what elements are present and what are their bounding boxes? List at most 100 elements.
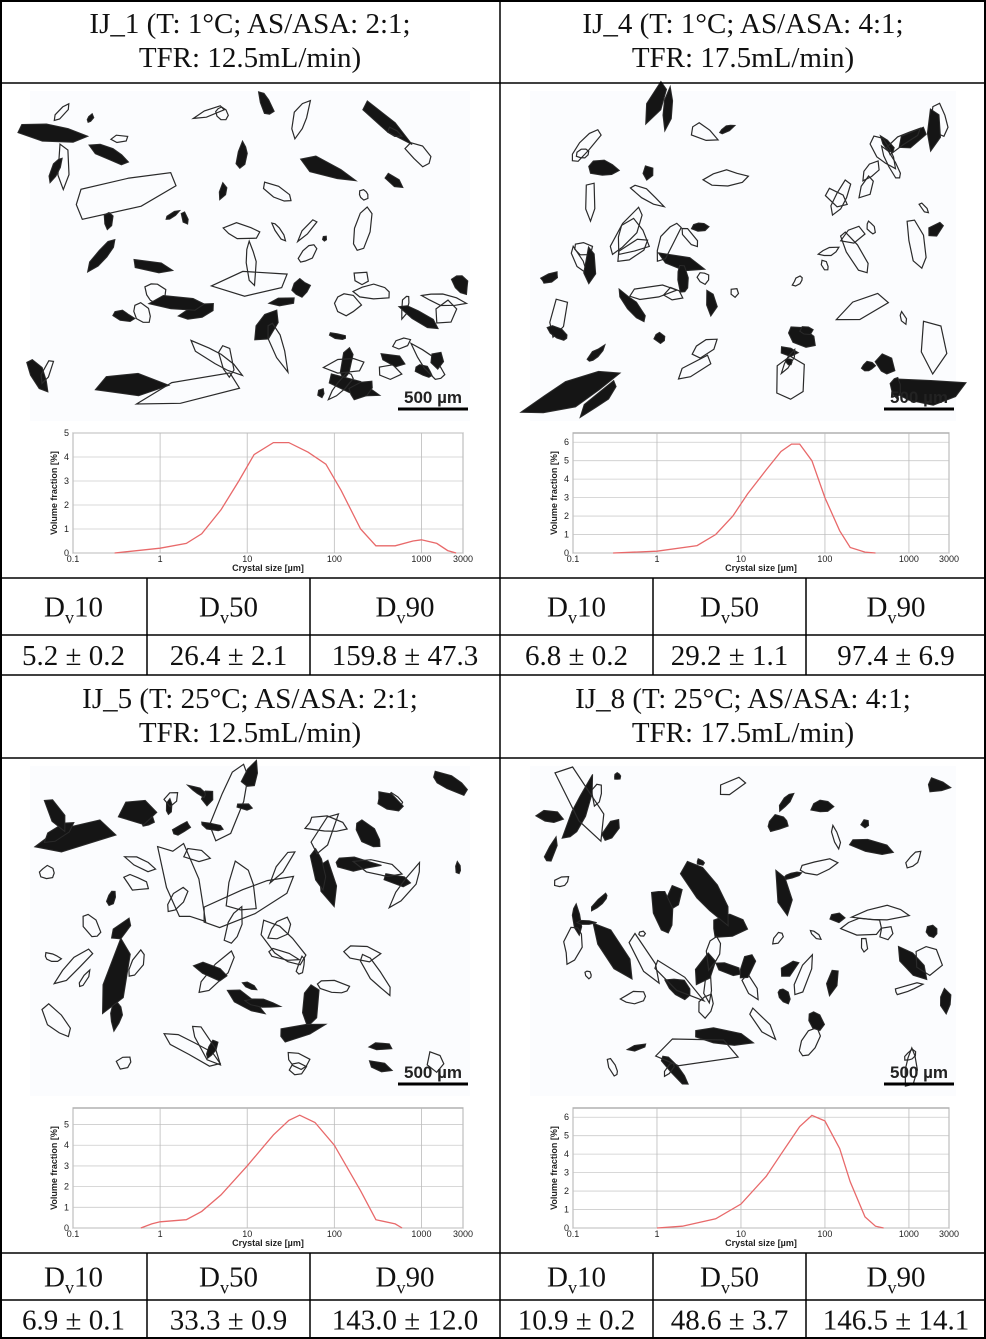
stat-value: 10.9 ± 0.2: [518, 1305, 635, 1337]
particle: [915, 945, 944, 977]
stat-header-base: D: [199, 592, 220, 624]
stat-header-sub: v: [65, 608, 74, 628]
particle: [906, 219, 927, 270]
x-axis-label: Crystal size [µm]: [725, 563, 797, 573]
panel-title: IJ_5 (T: 25°C; AS/ASA: 2:1;: [82, 683, 418, 715]
particle: [775, 869, 793, 917]
y-tick-label: 2: [564, 511, 569, 521]
particle: [690, 222, 710, 232]
scale-bar-label: 500 µm: [890, 388, 948, 407]
stat-header-base: D: [700, 1262, 721, 1294]
particle: [348, 380, 373, 401]
particle: [830, 823, 842, 851]
stat-header-base: D: [199, 1262, 220, 1294]
particle: [377, 791, 404, 812]
particle: [718, 124, 737, 135]
x-tick-label: 100: [817, 554, 832, 564]
stat-header-sub: v: [220, 608, 229, 628]
y-tick-label: 4: [564, 1149, 569, 1159]
panel: IJ_1 (T: 1°C; AS/ASA: 2:1;TFR: 12.5mL/mi…: [0, 8, 500, 675]
particle: [295, 955, 306, 975]
particle: [268, 947, 302, 961]
particle: [240, 759, 259, 787]
panel: IJ_8 (T: 25°C; AS/ASA: 4:1;TFR: 17.5mL/m…: [500, 683, 986, 1339]
particle: [583, 245, 597, 285]
x-tick-label: 3000: [939, 554, 959, 564]
stat-header-suffix: 50: [730, 592, 759, 624]
stat-header-base: D: [376, 1262, 397, 1294]
stat-value: 29.2 ± 1.1: [671, 640, 788, 672]
particle: [409, 341, 446, 380]
particle: [519, 370, 622, 414]
x-tick-label: 10: [736, 554, 746, 564]
particle: [899, 310, 908, 326]
particle: [215, 106, 229, 121]
x-tick-label: 1000: [899, 554, 919, 564]
stat-header-base: D: [547, 592, 568, 624]
particle: [241, 981, 258, 991]
particle: [189, 339, 245, 377]
y-tick-label: 5: [64, 428, 69, 438]
y-tick-label: 1: [564, 1205, 569, 1215]
particle: [696, 858, 706, 866]
stat-header-sub: v: [396, 1278, 405, 1298]
particle: [122, 856, 157, 873]
particle: [112, 309, 136, 323]
stat-header: Dv50: [700, 592, 759, 628]
stat-header: Dv10: [547, 1262, 606, 1298]
particle: [879, 926, 894, 941]
x-tick-label: 0.1: [67, 1229, 80, 1239]
series-line: [613, 443, 876, 554]
particle: [430, 351, 445, 370]
particle: [201, 821, 225, 832]
particle: [893, 378, 967, 406]
y-tick-label: 3: [64, 476, 69, 486]
particle: [927, 777, 952, 793]
stat-header-suffix: 90: [405, 592, 434, 624]
particle: [839, 225, 866, 244]
particle: [928, 221, 945, 237]
particle: [267, 916, 292, 940]
particle: [591, 892, 608, 912]
particle: [41, 1003, 72, 1038]
stat-value: 143.0 ± 12.0: [332, 1305, 478, 1337]
particle: [317, 388, 325, 399]
stat-value: 48.6 ± 3.7: [671, 1305, 788, 1337]
x-tick-label: 100: [327, 554, 342, 564]
particle: [809, 929, 823, 941]
stat-header-base: D: [376, 592, 397, 624]
particle: [203, 875, 295, 929]
particle: [653, 331, 666, 345]
y-axis-label: Volume fraction [%]: [49, 451, 59, 535]
stat-header: Dv10: [547, 592, 606, 628]
x-tick-label: 1: [654, 554, 659, 564]
x-tick-label: 100: [327, 1229, 342, 1239]
stat-value: 159.8 ± 47.3: [332, 640, 478, 672]
particle: [40, 360, 55, 385]
particle: [156, 842, 207, 923]
particle: [316, 979, 351, 994]
particle: [48, 157, 63, 184]
y-tick-label: 4: [64, 1140, 69, 1150]
x-tick-label: 100: [817, 1229, 832, 1239]
particle: [829, 912, 846, 924]
x-tick-label: 10: [242, 1229, 252, 1239]
stat-value: 146.5 ± 14.1: [823, 1305, 969, 1337]
particle: [291, 99, 312, 141]
x-tick-label: 3000: [453, 1229, 473, 1239]
particle: [575, 919, 597, 925]
particle: [391, 337, 412, 350]
x-axis-label: Crystal size [µm]: [232, 563, 304, 573]
particle: [642, 165, 654, 181]
particle: [617, 238, 649, 262]
particle: [780, 347, 796, 376]
particle: [43, 822, 75, 843]
particle: [52, 948, 94, 985]
particle: [105, 890, 117, 907]
x-tick-label: 1000: [899, 1229, 919, 1239]
y-tick-label: 1: [64, 524, 69, 534]
particle: [628, 932, 660, 985]
stat-header: Dv50: [199, 1262, 258, 1298]
particle: [904, 1046, 919, 1087]
